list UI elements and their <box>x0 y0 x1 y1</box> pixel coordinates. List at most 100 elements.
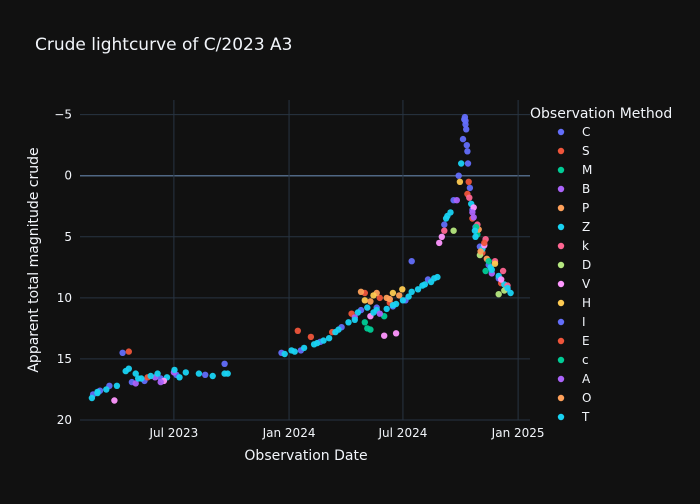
legend-label: P <box>582 201 589 215</box>
data-point <box>147 372 154 380</box>
legend-item-I[interactable]: I <box>557 315 586 329</box>
legend-item-O[interactable]: O <box>557 391 592 405</box>
legend-label: k <box>582 239 589 253</box>
legend-item-V[interactable]: V <box>557 277 591 291</box>
series-O <box>367 248 484 305</box>
legend-item-P[interactable]: P <box>557 201 589 215</box>
data-point <box>458 160 465 167</box>
data-point <box>399 286 406 293</box>
legend-marker <box>557 299 565 307</box>
data-point <box>499 267 507 275</box>
data-point <box>481 239 488 247</box>
legend-item-B[interactable]: B <box>557 182 590 196</box>
legend-item-k[interactable]: k <box>557 239 589 253</box>
data-point <box>125 348 132 355</box>
legend-item-S[interactable]: S <box>557 144 590 158</box>
data-point <box>221 370 228 377</box>
data-point <box>464 160 472 167</box>
data-point <box>94 388 101 396</box>
data-point <box>119 349 126 356</box>
legend-label: I <box>582 315 586 329</box>
data-point <box>381 332 388 339</box>
legend-marker <box>557 337 565 345</box>
data-point <box>300 344 308 352</box>
legend-title: Observation Method <box>530 106 672 122</box>
legend-item-E[interactable]: E <box>557 334 590 348</box>
data-point <box>370 309 377 316</box>
x-axis-label: Observation Date <box>244 448 367 464</box>
data-point <box>450 227 457 234</box>
series-M <box>361 231 489 333</box>
y-tick-label: 0 <box>64 169 72 183</box>
legend-item-T[interactable]: T <box>557 410 590 424</box>
x-tick-labels: Jul 2023 Jan 2024 Jul 2024 Jan 2025 <box>148 426 544 440</box>
data-point <box>459 135 467 143</box>
data-point <box>465 178 472 185</box>
legend-item-c[interactable]: c <box>557 353 589 367</box>
legend-label: T <box>581 410 590 424</box>
data-point <box>354 309 362 316</box>
data-point <box>103 386 110 393</box>
data-point <box>357 288 365 295</box>
data-point <box>332 328 339 336</box>
data-point <box>291 348 298 355</box>
data-point <box>408 258 415 265</box>
data-point <box>463 142 470 149</box>
data-point <box>470 204 477 211</box>
data-point <box>221 360 228 367</box>
data-point <box>171 366 178 374</box>
data-point <box>392 330 400 337</box>
y-tick-labels: −5 0 5 10 15 20 <box>54 108 72 427</box>
legend-marker <box>557 147 565 155</box>
data-point <box>113 382 121 389</box>
legend-item-Z[interactable]: Z <box>557 220 590 234</box>
data-point <box>367 298 374 305</box>
data-point <box>361 297 368 304</box>
data-point <box>325 335 333 342</box>
data-point <box>472 233 479 240</box>
legend-item-A[interactable]: A <box>557 372 591 386</box>
x-tick-label: Jul 2023 <box>148 426 198 440</box>
legend-item-D[interactable]: D <box>557 258 591 272</box>
data-point <box>456 178 464 185</box>
legend-item-M[interactable]: M <box>557 163 593 177</box>
data-point <box>307 333 315 341</box>
legend-marker <box>557 356 565 364</box>
data-point <box>281 350 288 358</box>
legend-label: B <box>582 182 590 196</box>
y-tick-label: 5 <box>64 230 72 244</box>
data-point <box>399 297 407 304</box>
data-point <box>498 276 505 283</box>
data-point <box>320 337 327 344</box>
data-point <box>351 316 358 323</box>
legend-item-H[interactable]: H <box>557 296 591 310</box>
series-T <box>94 160 511 396</box>
data-point <box>442 215 450 222</box>
data-point <box>441 227 448 234</box>
data-point <box>111 397 118 404</box>
data-point <box>485 258 492 265</box>
data-point <box>389 302 397 309</box>
data-point <box>462 121 469 128</box>
series-c <box>473 223 492 265</box>
series-Z <box>88 200 514 402</box>
data-point <box>314 339 321 347</box>
series-I <box>461 116 471 155</box>
data-point <box>294 327 301 334</box>
y-axis-label: Apparent total magnitude crude <box>26 147 42 372</box>
legend-item-C[interactable]: C <box>557 125 591 139</box>
data-point <box>469 209 476 216</box>
data-point <box>414 286 422 293</box>
data-point <box>376 310 383 317</box>
legend-marker <box>557 394 565 402</box>
legend-label: H <box>582 296 591 310</box>
data-point <box>488 266 495 273</box>
legend-label: Z <box>582 220 590 234</box>
data-point <box>482 267 489 275</box>
data-point <box>464 148 471 155</box>
data-point <box>88 394 96 402</box>
legend-marker <box>557 280 565 288</box>
data-point <box>361 319 368 326</box>
